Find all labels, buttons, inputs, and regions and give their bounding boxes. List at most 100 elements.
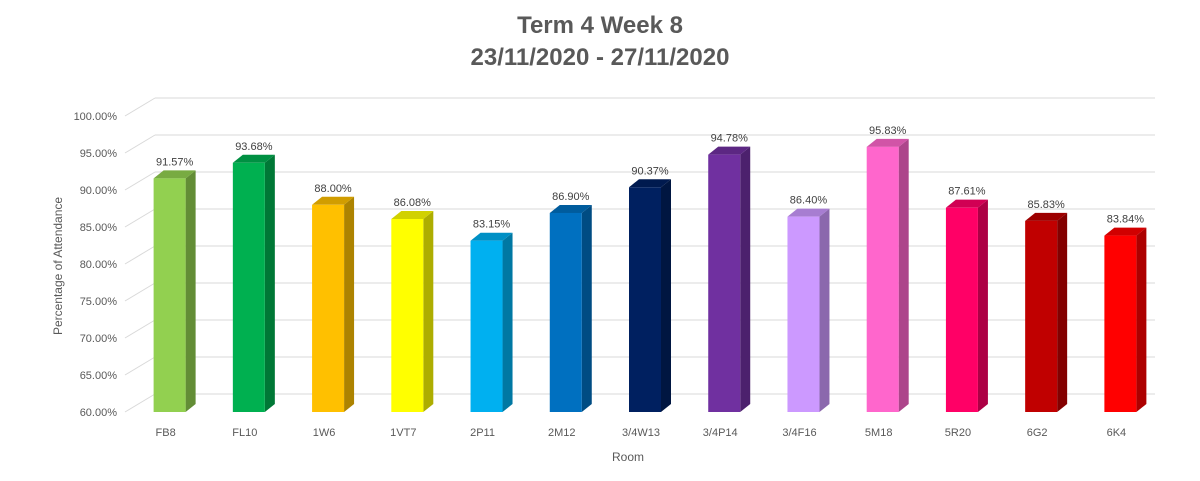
bar [866, 138, 909, 412]
gridline-diagonal [124, 282, 156, 302]
x-tick-label: 3/4F16 [782, 427, 816, 439]
bar [787, 208, 830, 412]
y-tick-label: 85.00% [80, 222, 118, 234]
bar-side [819, 208, 830, 412]
x-tick-label: 2M12 [548, 427, 576, 439]
bar [232, 154, 275, 412]
bar-top [708, 146, 751, 155]
x-tick-label: 6G2 [1027, 427, 1048, 439]
bar [1025, 212, 1068, 412]
gridline-diagonal [124, 319, 156, 339]
bar [470, 232, 513, 412]
bar [153, 170, 196, 412]
data-label: 86.90% [552, 191, 590, 203]
x-tick-label: 2P11 [470, 427, 495, 439]
x-tick-label: 1VT7 [390, 427, 416, 439]
bar-side [423, 211, 434, 412]
data-label: 86.08% [394, 197, 432, 209]
data-label: 94.78% [711, 133, 749, 145]
y-tick-label: 80.00% [80, 259, 118, 271]
y-tick-labels: 60.00% 65.00% 70.00% 75.00% 80.00% 85.00% 90.0… [74, 111, 118, 419]
bar-front [312, 204, 345, 412]
y-tick-label: 75.00% [80, 296, 118, 308]
bar-side [1057, 212, 1068, 412]
y-tick-label: 70.00% [80, 333, 118, 345]
bar [312, 196, 355, 412]
x-tick-label: 1W6 [313, 427, 336, 439]
bar-top [153, 170, 196, 179]
data-label: 86.40% [790, 195, 828, 207]
bars [153, 138, 1147, 413]
bar-top [549, 204, 592, 213]
bar [549, 204, 592, 412]
x-tick-label: FB8 [156, 427, 176, 439]
data-label: 83.15% [473, 219, 511, 231]
gridline-diagonal [124, 245, 156, 265]
bar-front [232, 162, 265, 412]
bar-front [391, 219, 424, 412]
bar-side [661, 179, 671, 412]
bar-front [866, 146, 899, 412]
y-tick-label: 65.00% [80, 370, 118, 382]
y-axis-title: Percentage of Attendance [51, 197, 65, 335]
data-label: 95.83% [869, 125, 907, 137]
bar-front [945, 207, 978, 412]
x-tick-labels: FB8 FL10 1W6 1VT7 2P11 2M12 3/4W13 3/4P14 3/4F16… [156, 427, 1127, 439]
bar-front [1104, 235, 1137, 412]
bar-side [1136, 227, 1147, 412]
y-tick-label: 100.00% [74, 111, 118, 123]
bar-top [866, 138, 909, 147]
data-label: 87.61% [948, 186, 986, 198]
gridline-diagonal [124, 97, 156, 117]
gridline-diagonal [124, 208, 156, 228]
bar-side [344, 196, 355, 412]
gridline-diagonal [124, 393, 156, 413]
bar [1104, 227, 1147, 412]
y-tick-label: 95.00% [80, 148, 118, 160]
bar-top [470, 232, 513, 241]
bar [629, 179, 671, 412]
gridline-diagonal [124, 356, 156, 376]
x-tick-label: 5M18 [865, 427, 893, 439]
x-tick-label: FL10 [232, 427, 257, 439]
data-label: 93.68% [235, 141, 273, 153]
bar-front [549, 212, 582, 412]
bar [945, 199, 988, 412]
gridline-diagonal [124, 171, 156, 191]
y-tick-label: 90.00% [80, 185, 118, 197]
data-label: 90.37% [631, 165, 669, 177]
bar-side [898, 138, 909, 412]
bar-side [502, 232, 513, 412]
bar-front [470, 240, 503, 412]
bar-top [312, 196, 355, 205]
bar-top [391, 211, 434, 220]
data-label: 88.00% [314, 183, 352, 195]
data-labels: 91.57% 93.68% 88.00% 86.08% 83.15% 86.90% 90.3… [156, 125, 1144, 231]
bar [708, 146, 751, 413]
x-tick-label: 6K4 [1107, 427, 1127, 439]
x-tick-label: 3/4P14 [703, 427, 738, 439]
bar-side [264, 154, 275, 412]
bar-top [1025, 212, 1068, 221]
bar-top [945, 199, 988, 208]
data-label: 91.57% [156, 156, 194, 168]
bar-top [787, 208, 830, 217]
x-tick-label: 5R20 [945, 427, 971, 439]
bar-front [708, 154, 741, 413]
bar-side [581, 204, 592, 412]
bar-front [153, 178, 186, 412]
bar-top [232, 154, 275, 163]
y-tick-label: 60.00% [80, 407, 118, 419]
bar-side [185, 170, 196, 412]
bar-side [977, 199, 988, 412]
gridline-diagonal [124, 134, 156, 154]
data-label: 85.83% [1027, 199, 1065, 211]
bar-side [740, 146, 751, 413]
bar-top [629, 179, 671, 188]
x-tick-label: 3/4W13 [622, 427, 660, 439]
bar [391, 211, 434, 412]
bar-front [1025, 220, 1058, 412]
bar-front [629, 187, 661, 412]
bar-top [1104, 227, 1147, 236]
